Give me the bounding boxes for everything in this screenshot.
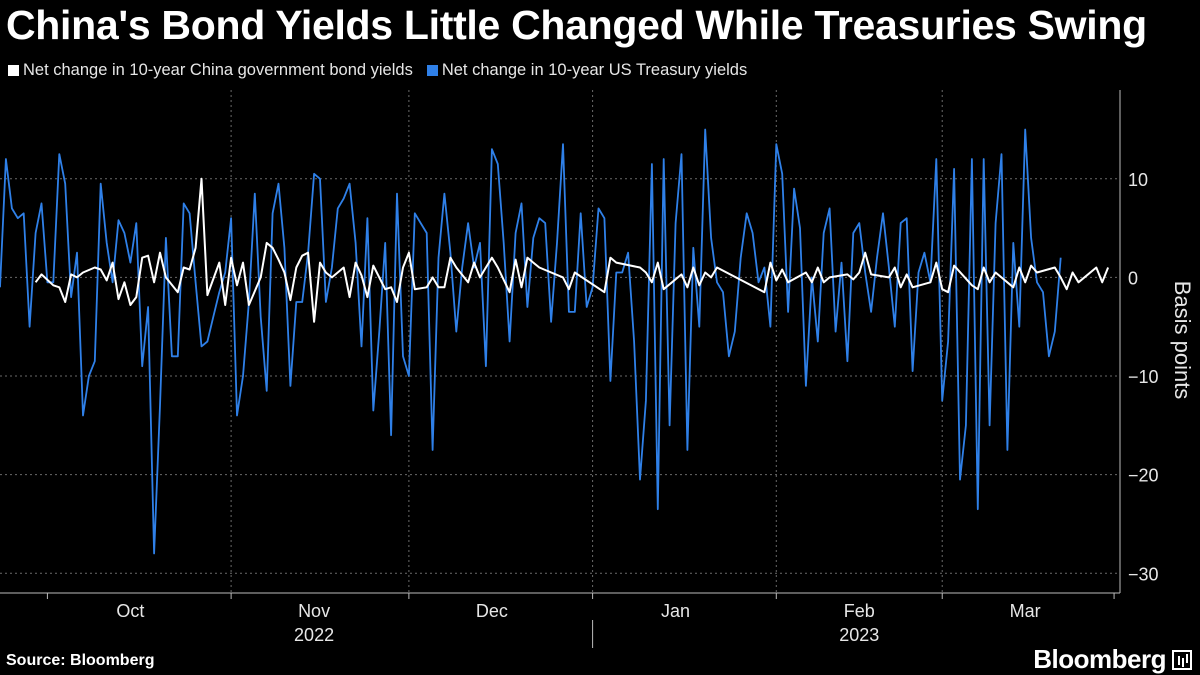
y-tick-label-0: 10 xyxy=(1128,170,1148,190)
y-tick-label-2: −10 xyxy=(1128,367,1159,387)
x-month-label-1: Nov xyxy=(298,601,330,621)
x-year-label-0: 2022 xyxy=(294,625,334,645)
y-tick-label-4: −30 xyxy=(1128,564,1159,584)
x-year-label-1: 2023 xyxy=(839,625,879,645)
x-month-label-2: Dec xyxy=(476,601,508,621)
brand-logo: Bloomberg xyxy=(1033,644,1192,675)
series-line-us xyxy=(0,130,1061,554)
y-tick-label-1: 0 xyxy=(1128,268,1138,288)
x-month-label-3: Jan xyxy=(661,601,690,621)
y-tick-label-3: −20 xyxy=(1128,466,1159,486)
x-month-label-0: Oct xyxy=(116,601,144,621)
x-month-label-5: Mar xyxy=(1010,601,1041,621)
x-month-label-4: Feb xyxy=(844,601,875,621)
bloomberg-chart-icon xyxy=(1172,650,1192,670)
source-note: Source: Bloomberg xyxy=(6,652,154,670)
brand-name: Bloomberg xyxy=(1033,644,1166,675)
y-axis-title: Basis points xyxy=(1170,281,1195,400)
